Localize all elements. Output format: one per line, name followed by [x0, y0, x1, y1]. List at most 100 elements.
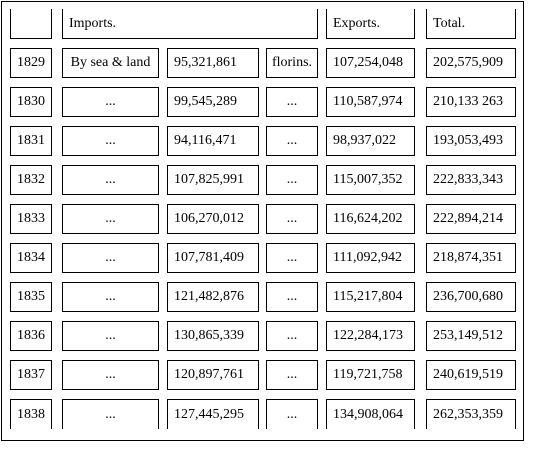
cell-exports-1837-text: 119,721,758	[333, 367, 403, 382]
cell-unit-1838-text: ...	[286, 406, 298, 422]
cell-exports-1837: 119,721,758	[326, 360, 415, 390]
cell-imports-1832-text: 107,825,991	[174, 172, 244, 187]
cell-exports-1831-text: 98,937,022	[333, 133, 396, 148]
cell-mode-1837: ...	[62, 360, 159, 390]
cell-unit-1832: ...	[266, 165, 318, 195]
cell-total-1829: 202,575,909	[426, 48, 516, 78]
cell-total-1831: 193,053,493	[426, 126, 516, 156]
cell-exports-1833: 116,624,202	[326, 204, 415, 234]
cell-imports-1836-text: 130,865,339	[174, 328, 244, 343]
cell-imports-1829-text: 95,321,861	[174, 55, 237, 70]
cell-mode-1832: ...	[62, 165, 159, 195]
cell-imports-1829: 95,321,861	[167, 48, 259, 78]
cell-year-1829-text: 1829	[17, 55, 45, 70]
cell-mode-1832-text: ...	[105, 172, 116, 187]
cell-total-1829-text: 202,575,909	[433, 55, 503, 70]
cell-total-1834-text: 218,874,351	[433, 250, 503, 265]
cell-unit-1835: ...	[266, 282, 318, 312]
header-exports-cell-text: Exports.	[333, 15, 381, 31]
cell-exports-1829-text: 107,254,048	[333, 55, 403, 70]
cell-unit-1830: ...	[266, 87, 318, 117]
cell-exports-1835: 115,217,804	[326, 282, 415, 312]
cell-unit-1829-text: florins.	[271, 55, 313, 70]
cell-total-1832: 222,833,343	[426, 165, 516, 195]
cell-unit-1831: ...	[266, 126, 318, 156]
cell-year-1830: 1830	[10, 87, 52, 117]
cell-total-1836-text: 253,149,512	[433, 328, 503, 343]
cell-exports-1838: 134,908,064	[326, 399, 415, 429]
cell-imports-1833: 106,270,012	[167, 204, 259, 234]
cell-mode-1833-text: ...	[105, 211, 116, 226]
cell-year-1829: 1829	[10, 48, 52, 78]
cell-unit-1838: ...	[266, 399, 318, 429]
cell-mode-1833: ...	[62, 204, 159, 234]
cell-year-1837: 1837	[10, 360, 52, 390]
cell-year-1836-text: 1836	[17, 328, 45, 343]
cell-mode-1831-text: ...	[105, 133, 116, 148]
header-imports-cell-text: Imports.	[69, 15, 117, 31]
cell-unit-1831-text: ...	[286, 133, 298, 148]
cell-unit-1835-text: ...	[286, 289, 298, 304]
cell-exports-1830: 110,587,974	[326, 87, 415, 117]
cell-exports-1836: 122,284,173	[326, 321, 415, 351]
cell-mode-1838: ...	[62, 399, 159, 429]
cell-imports-1832: 107,825,991	[167, 165, 259, 195]
cell-exports-1834-text: 111,092,942	[333, 250, 402, 265]
cell-imports-1831-text: 94,116,471	[174, 133, 237, 148]
cell-total-1833: 222,894,214	[426, 204, 516, 234]
cell-exports-1835-text: 115,217,804	[333, 289, 403, 304]
cell-year-1834: 1834	[10, 243, 52, 273]
cell-year-1836: 1836	[10, 321, 52, 351]
header-exports-cell: Exports.	[326, 9, 415, 39]
cell-unit-1836-text: ...	[286, 328, 298, 343]
cell-total-1838: 262,353,359	[426, 399, 516, 429]
cell-unit-1832-text: ...	[286, 172, 298, 187]
cell-year-1834-text: 1834	[17, 250, 45, 265]
cell-unit-1834: ...	[266, 243, 318, 273]
cell-year-1831-text: 1831	[17, 133, 45, 148]
cell-total-1830: 210,133 263	[426, 87, 516, 117]
header-imports-cell: Imports.	[62, 9, 318, 39]
cell-total-1833-text: 222,894,214	[433, 211, 503, 226]
cell-year-1835-text: 1835	[17, 289, 45, 304]
cell-year-1837-text: 1837	[17, 367, 45, 382]
header-total-cell-text: Total.	[433, 15, 466, 31]
cell-mode-1836: ...	[62, 321, 159, 351]
cell-imports-1830-text: 99,545,289	[174, 94, 237, 109]
cell-total-1834: 218,874,351	[426, 243, 516, 273]
cell-mode-1829-text: By sea & land	[70, 55, 151, 70]
cell-mode-1835-text: ...	[105, 289, 116, 304]
cell-mode-1837-text: ...	[105, 367, 116, 382]
cell-mode-1834: ...	[62, 243, 159, 273]
cell-mode-1830-text: ...	[105, 94, 116, 109]
cell-unit-1834-text: ...	[286, 250, 298, 265]
cell-total-1838-text: 262,353,359	[433, 406, 503, 422]
cell-year-1831: 1831	[10, 126, 52, 156]
cell-unit-1833: ...	[266, 204, 318, 234]
cell-imports-1838: 127,445,295	[167, 399, 259, 429]
cell-exports-1836-text: 122,284,173	[333, 328, 403, 343]
cell-imports-1836: 130,865,339	[167, 321, 259, 351]
cell-mode-1836-text: ...	[105, 328, 116, 343]
cell-imports-1831: 94,116,471	[167, 126, 259, 156]
cell-year-1832: 1832	[10, 165, 52, 195]
table-frame	[1, 1, 524, 441]
cell-unit-1829: florins.	[266, 48, 318, 78]
cell-exports-1834: 111,092,942	[326, 243, 415, 273]
cell-unit-1837-text: ...	[286, 367, 298, 382]
cell-year-1833-text: 1833	[17, 211, 45, 226]
cell-total-1830-text: 210,133 263	[433, 94, 503, 109]
cell-unit-1830-text: ...	[286, 94, 298, 109]
cell-year-1830-text: 1830	[17, 94, 45, 109]
cell-year-1833: 1833	[10, 204, 52, 234]
cell-imports-1830: 99,545,289	[167, 87, 259, 117]
cell-exports-1832-text: 115,007,352	[333, 172, 403, 187]
cell-year-1838: 1838	[10, 399, 52, 429]
header-total-cell: Total.	[426, 9, 516, 39]
cell-total-1836: 253,149,512	[426, 321, 516, 351]
cell-exports-1831: 98,937,022	[326, 126, 415, 156]
cell-mode-1831: ...	[62, 126, 159, 156]
cell-unit-1836: ...	[266, 321, 318, 351]
cell-unit-1837: ...	[266, 360, 318, 390]
cell-exports-1832: 115,007,352	[326, 165, 415, 195]
